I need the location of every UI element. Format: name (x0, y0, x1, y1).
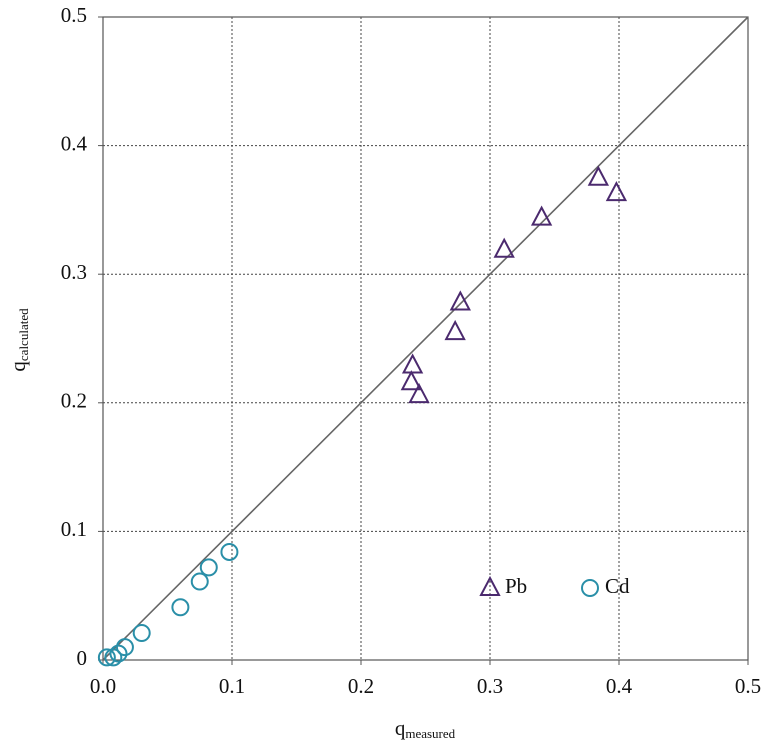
point (587, 165, 610, 186)
x-tick-label: 0.2 (348, 674, 374, 698)
point (400, 370, 422, 391)
x-axis-label: qmeasured (395, 716, 456, 741)
point (199, 558, 218, 577)
point (408, 382, 430, 404)
x-tick-label: 0.3 (477, 674, 503, 698)
plot-border (102, 16, 749, 661)
point (493, 237, 515, 258)
legend-marker (479, 575, 501, 596)
x-tick-label: 0.1 (219, 674, 245, 698)
y-tick-label: 0.2 (61, 389, 87, 413)
point (97, 648, 116, 667)
point (104, 648, 123, 667)
point (171, 598, 190, 617)
legend-marker (581, 579, 599, 597)
x-tick-label: 0.4 (606, 674, 633, 698)
y-axis-label: qcalculated (6, 308, 31, 372)
point (220, 542, 239, 561)
y-label-subscript: calculated (16, 308, 31, 361)
point (115, 638, 134, 657)
y-tick-label: 0 (77, 646, 88, 670)
x-label-subscript: measured (405, 726, 455, 741)
identity-line (102, 16, 749, 661)
y-tick-label: 0.5 (61, 3, 87, 27)
point (530, 205, 553, 226)
point (605, 181, 628, 202)
y-tick-label: 0.4 (61, 131, 88, 155)
point (190, 572, 209, 591)
legend-label: Cd (605, 574, 630, 598)
legend-label: Pb (505, 574, 527, 598)
point (109, 644, 128, 663)
y-tick-label: 0.3 (61, 260, 87, 284)
point (444, 319, 466, 341)
x-label-main: q (395, 716, 406, 740)
x-tick-label: 0.0 (90, 674, 116, 698)
point (401, 353, 424, 374)
point (132, 623, 151, 642)
point (449, 290, 471, 311)
y-tick-label: 0.1 (61, 517, 87, 541)
x-tick-label: 0.5 (735, 674, 761, 698)
y-label-main: q (6, 361, 30, 372)
